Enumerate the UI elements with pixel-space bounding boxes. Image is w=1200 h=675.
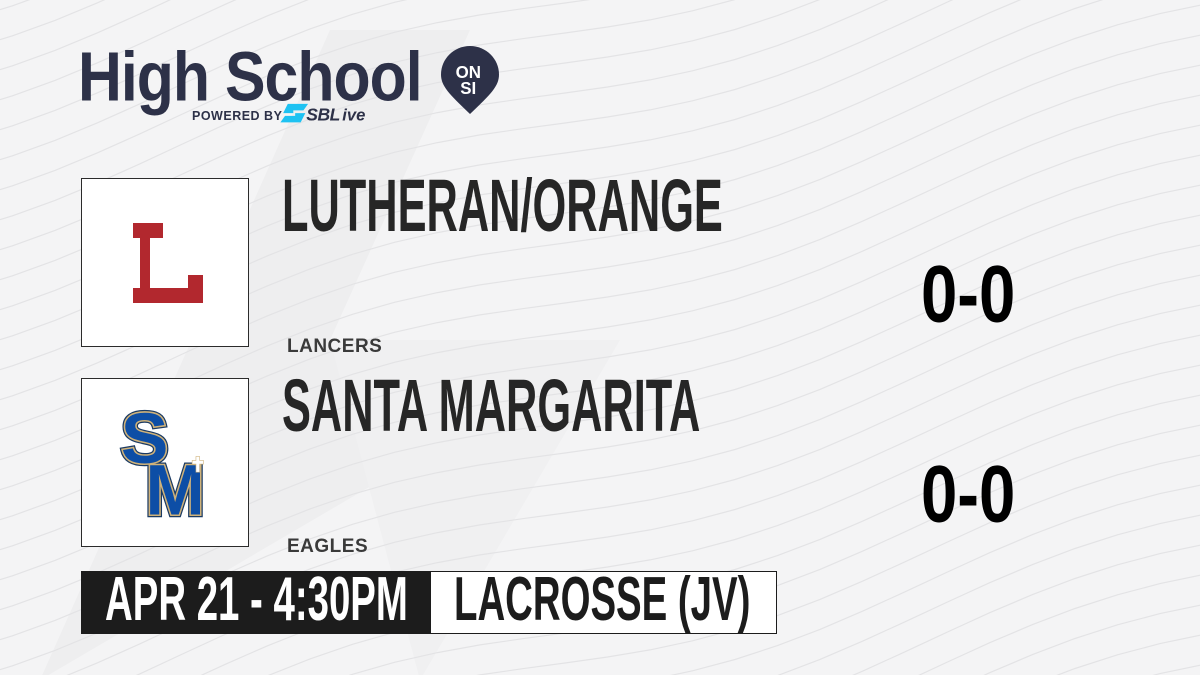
svg-text:SI: SI (460, 78, 476, 99)
svg-text:✝: ✝ (189, 454, 205, 476)
svg-text:SBL: SBL (306, 105, 340, 125)
svg-text:ive: ive (342, 106, 365, 125)
